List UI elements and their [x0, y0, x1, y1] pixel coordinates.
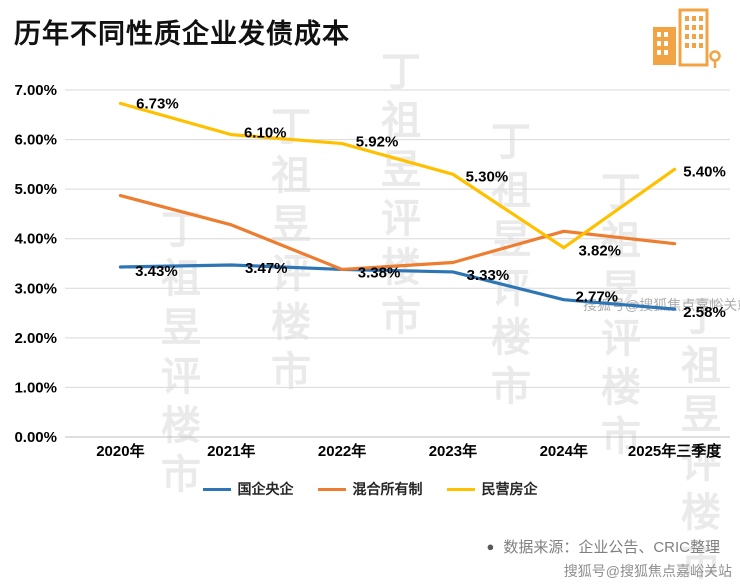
data-label: 5.40% [683, 163, 726, 180]
data-label: 3.82% [578, 243, 621, 260]
x-tick-label: 2022年 [318, 442, 366, 460]
bullet-icon: ● [486, 539, 495, 554]
sohu-footer: 搜狐号@搜狐焦点嘉峪关站 [563, 563, 732, 579]
data-label: 5.30% [466, 168, 509, 185]
buildings-icon-svg [653, 8, 721, 68]
data-label: 3.43% [135, 263, 178, 280]
data-label: 2.58% [683, 304, 726, 321]
data-label: 3.47% [245, 260, 288, 277]
data-label: 3.38% [358, 264, 401, 281]
legend-label: 混合所有制 [352, 481, 423, 497]
legend-label: 国企央企 [237, 481, 294, 497]
legend-item-混合所有制: 混合所有制 [317, 479, 423, 499]
x-tick-label: 2023年 [429, 442, 477, 460]
legend-label: 民营房企 [481, 481, 538, 497]
data-label: 6.73% [136, 95, 179, 112]
legend-swatch [317, 487, 346, 491]
chart-legend: 国企央企 混合所有制 民营房企 [0, 479, 740, 499]
legend-swatch [446, 487, 475, 491]
y-tick-label: 3.00% [14, 280, 57, 297]
page-title: 历年不同性质企业发债成本 [14, 19, 350, 49]
legend-item-国企央企: 国企央企 [202, 479, 294, 499]
x-tick-label: 2025年三季度 [628, 442, 722, 460]
legend-item-民营房企: 民营房企 [446, 479, 538, 499]
line-chart-svg: 0.00% 1.00% 2.00% 3.00% 4.00% 5.00% 6.00% 7.00%… [14, 82, 730, 460]
data-label: 6.10% [244, 125, 287, 142]
buildings-icon [646, 6, 726, 77]
data-label: 3.33% [467, 267, 510, 284]
legend-swatch [202, 487, 231, 491]
source-note-text: 数据来源：企业公告、CRIC整理 [503, 539, 720, 556]
y-tick-label: 7.00% [14, 85, 57, 99]
line-chart: 0.00% 1.00% 2.00% 3.00% 4.00% 5.00% 6.00% 7.00%… [0, 82, 740, 475]
sohu-watermark: 搜狐号@搜狐焦点嘉峪关站 [583, 297, 740, 313]
x-tick-label: 2020年 [96, 442, 144, 460]
y-tick-label: 2.00% [14, 330, 57, 347]
y-tick-label: 6.00% [14, 132, 57, 149]
x-tick-label: 2024年 [540, 442, 588, 460]
series-line-民营房企 [118, 101, 677, 250]
y-tick-label: 5.00% [14, 181, 57, 198]
x-tick-label: 2021年 [207, 442, 255, 460]
data-label: 2.77% [575, 289, 618, 306]
y-tick-label: 0.00% [14, 429, 57, 446]
source-note: ● 数据来源：企业公告、CRIC整理 [486, 536, 720, 557]
series-line-国企央企 [118, 263, 677, 311]
y-tick-label: 1.00% [14, 379, 57, 396]
data-label: 5.92% [356, 134, 399, 151]
y-tick-label: 4.00% [14, 231, 57, 248]
